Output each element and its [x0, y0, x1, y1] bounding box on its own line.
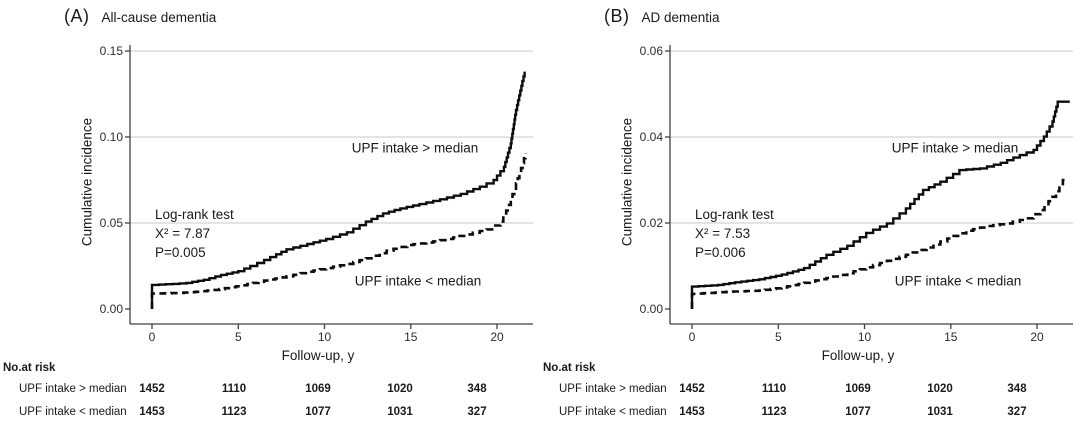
risk-count: 1123: [221, 406, 247, 418]
chart-canvas-ad: 0.00 0.02 0.04 0.06 0 5 10 15 20: [640, 44, 1073, 344]
risk-table-header: No.at risk: [3, 362, 56, 374]
y-tick-label: 0.06: [640, 44, 664, 58]
risk-count: 327: [1007, 406, 1027, 418]
risk-row-label: UPF intake < median: [559, 406, 667, 418]
curve-label-below-median: UPF intake < median: [894, 273, 1022, 289]
curve-label-below-median: UPF intake < median: [354, 273, 482, 289]
log-rank-annotation: Log-rank test X² = 7.53 P=0.006: [695, 205, 774, 262]
curve-upf-above-median: [150, 71, 526, 309]
x-axis-title: Follow-up, y: [821, 348, 895, 363]
y-tick-label: 0.10: [100, 130, 124, 144]
x-axis-title: Follow-up, y: [281, 348, 355, 363]
annotation-line-3: P=0.005: [155, 245, 206, 260]
risk-count: 348: [467, 383, 487, 395]
curve-upf-below-median: [150, 153, 527, 309]
annotation-line-1: Log-rank test: [695, 207, 774, 222]
risk-count: 1453: [679, 406, 705, 418]
panel-header: (A) All-cause dementia: [64, 6, 216, 27]
risk-count: 348: [1007, 383, 1027, 395]
risk-count: 1077: [305, 406, 331, 418]
risk-row-label: UPF intake < median: [19, 406, 127, 418]
panel-ad-dementia: 0.00 0.02 0.04 0.06 0 5 10 15 20 (B) AD dementia…: [540, 0, 1080, 431]
y-tick-label: 0.04: [640, 130, 664, 144]
y-axis-title: Cumulative incidence: [79, 117, 95, 247]
y-tick-label: 0.00: [100, 302, 124, 316]
y-tick-label: 0.05: [100, 216, 124, 230]
panel-all-cause-dementia: 0.00 0.05 0.10 0.15 0 5 10 15 20 (A) All-cause d…: [0, 6, 540, 422]
risk-count: 1069: [845, 383, 871, 395]
risk-count: 1123: [761, 406, 787, 418]
x-tick-label: 10: [858, 330, 872, 344]
x-tick-label: 15: [404, 330, 418, 344]
curve-label-above-median: UPF intake > median: [891, 140, 1019, 156]
y-axis-title: Cumulative incidence: [619, 117, 635, 247]
risk-count: 327: [467, 406, 487, 418]
x-tick-label: 0: [149, 330, 156, 344]
risk-row-label: UPF intake > median: [559, 383, 667, 395]
y-tick-label: 0.15: [100, 44, 124, 58]
risk-row-below-median: UPF intake < median 1453 1123 1077 1031 …: [540, 406, 1080, 422]
x-tick-label: 10: [318, 330, 332, 344]
x-tick-label: 5: [775, 330, 782, 344]
risk-count: 1069: [305, 383, 331, 395]
panel-letter: (A): [64, 6, 90, 26]
risk-row-label: UPF intake > median: [19, 383, 127, 395]
curve-upf-above-median: [690, 100, 1070, 309]
risk-count: 1031: [387, 406, 413, 418]
x-tick-label: 5: [235, 330, 242, 344]
panel-title: All-cause dementia: [101, 10, 217, 25]
risk-row-above-median: UPF intake > median 1452 1110 1069 1020 …: [540, 383, 1080, 399]
risk-count: 1110: [761, 383, 787, 395]
risk-count: 1452: [679, 383, 705, 395]
risk-table-header: No.at risk: [543, 362, 596, 374]
panel-header: (B) AD dementia: [604, 6, 720, 27]
risk-count: 1020: [387, 383, 413, 395]
x-tick-label: 20: [1030, 330, 1044, 344]
risk-count: 1077: [845, 406, 871, 418]
risk-row-below-median: UPF intake < median 1453 1123 1077 1031 …: [0, 406, 540, 422]
panel-letter: (B): [604, 6, 630, 26]
curve-upf-below-median: [690, 177, 1068, 309]
annotation-line-3: P=0.006: [695, 245, 746, 260]
annotation-line-2: X² = 7.53: [695, 226, 751, 241]
risk-count: 1453: [139, 406, 165, 418]
y-tick-label: 0.00: [640, 302, 664, 316]
risk-count: 1110: [221, 383, 247, 395]
risk-count: 1452: [139, 383, 165, 395]
y-tick-label: 0.02: [640, 216, 664, 230]
curve-label-above-median: UPF intake > median: [351, 140, 479, 156]
risk-count: 1031: [927, 406, 953, 418]
annotation-line-2: X² = 7.87: [155, 226, 211, 241]
risk-count: 1020: [927, 383, 953, 395]
x-tick-label: 0: [689, 330, 696, 344]
panel-title: AD dementia: [641, 10, 720, 25]
chart-canvas-all-cause: 0.00 0.05 0.10 0.15 0 5 10 15 20: [100, 44, 533, 344]
annotation-line-1: Log-rank test: [155, 207, 234, 222]
x-tick-label: 15: [944, 330, 958, 344]
risk-row-above-median: UPF intake > median 1452 1110 1069 1020 …: [0, 383, 540, 399]
x-tick-label: 20: [490, 330, 504, 344]
log-rank-annotation: Log-rank test X² = 7.87 P=0.005: [155, 205, 234, 262]
